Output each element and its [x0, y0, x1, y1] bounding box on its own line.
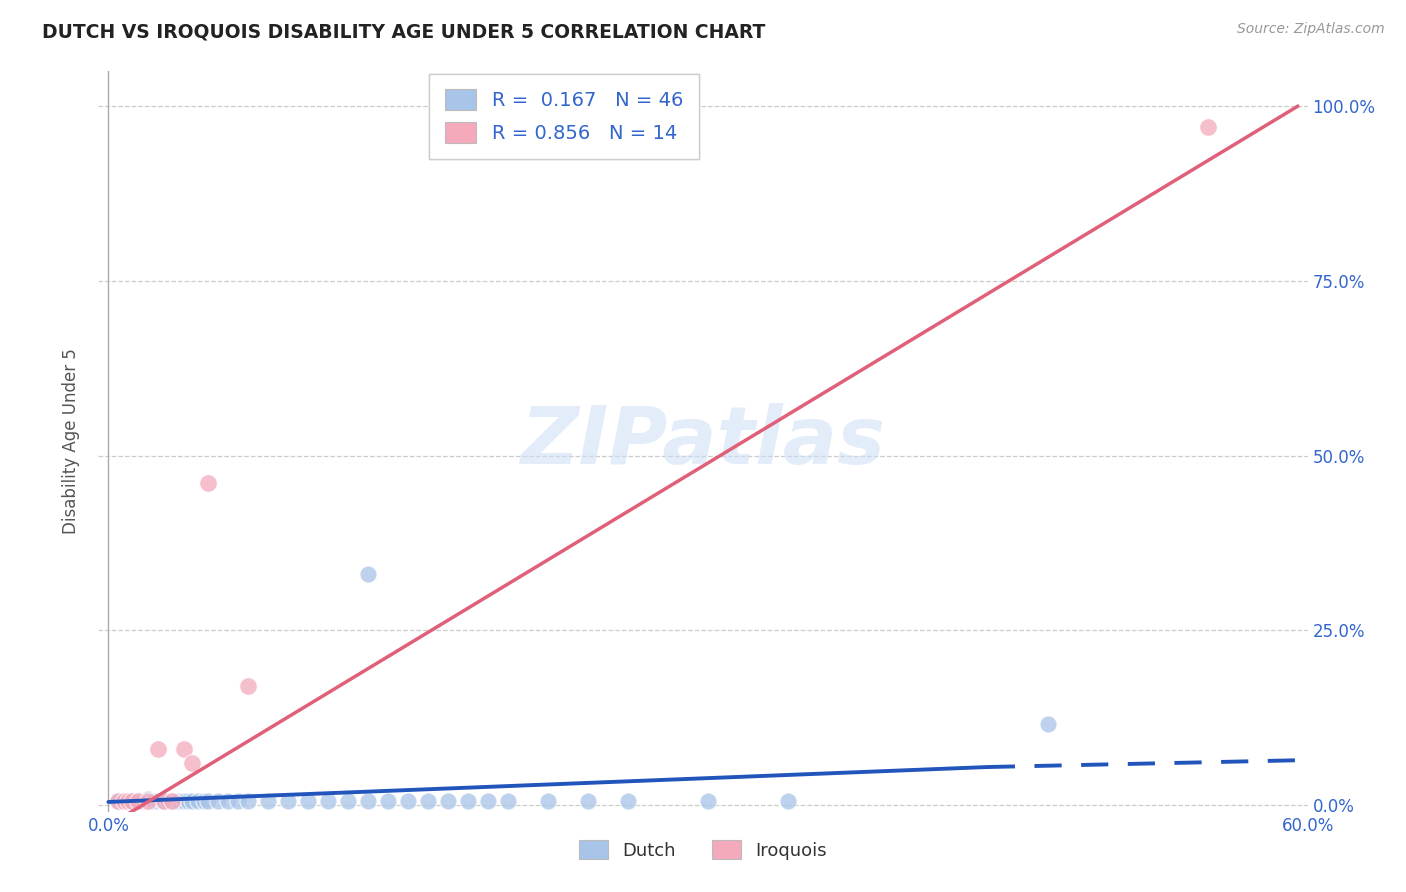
Point	[138, 794, 160, 808]
Point	[357, 794, 380, 808]
Point	[112, 794, 135, 808]
Point	[167, 794, 190, 808]
Point	[776, 794, 799, 808]
Point	[238, 794, 260, 808]
Point	[197, 794, 219, 808]
Y-axis label: Disability Age Under 5: Disability Age Under 5	[62, 349, 80, 534]
Point	[148, 742, 170, 756]
Point	[1197, 120, 1219, 135]
Point	[697, 794, 720, 808]
Point	[277, 794, 299, 808]
Point	[153, 794, 176, 808]
Point	[157, 794, 180, 808]
Point	[477, 794, 499, 808]
Point	[150, 794, 173, 808]
Point	[377, 794, 399, 808]
Point	[238, 679, 260, 693]
Point	[141, 794, 163, 808]
Point	[576, 794, 599, 808]
Point	[357, 567, 380, 582]
Point	[107, 794, 129, 808]
Point	[181, 794, 204, 808]
Point	[173, 794, 195, 808]
Point	[193, 794, 215, 808]
Text: DUTCH VS IROQUOIS DISABILITY AGE UNDER 5 CORRELATION CHART: DUTCH VS IROQUOIS DISABILITY AGE UNDER 5…	[42, 22, 765, 41]
Point	[143, 794, 166, 808]
Point	[257, 794, 280, 808]
Point	[173, 742, 195, 756]
Point	[148, 794, 170, 808]
Point	[617, 794, 640, 808]
Point	[316, 794, 339, 808]
Point	[181, 756, 204, 770]
Point	[297, 794, 319, 808]
Point	[396, 794, 419, 808]
Point	[187, 794, 209, 808]
Point	[162, 794, 184, 808]
Point	[496, 794, 519, 808]
Point	[457, 794, 479, 808]
Point	[138, 794, 160, 808]
Point	[177, 794, 200, 808]
Point	[418, 794, 440, 808]
Point	[112, 794, 135, 808]
Point	[337, 794, 360, 808]
Point	[138, 792, 160, 806]
Legend: Dutch, Iroquois: Dutch, Iroquois	[565, 825, 841, 874]
Legend: R =  0.167   N = 46, R = 0.856   N = 14: R = 0.167 N = 46, R = 0.856 N = 14	[429, 74, 699, 159]
Point	[207, 794, 229, 808]
Point	[127, 794, 149, 808]
Point	[217, 794, 239, 808]
Point	[117, 794, 139, 808]
Point	[107, 794, 129, 808]
Point	[117, 794, 139, 808]
Point	[127, 794, 149, 808]
Point	[121, 794, 143, 808]
Text: Source: ZipAtlas.com: Source: ZipAtlas.com	[1237, 22, 1385, 37]
Point	[153, 794, 176, 808]
Point	[1036, 717, 1059, 731]
Point	[228, 794, 250, 808]
Point	[162, 794, 184, 808]
Point	[437, 794, 460, 808]
Point	[121, 794, 143, 808]
Point	[197, 476, 219, 491]
Point	[134, 794, 156, 808]
Text: ZIPatlas: ZIPatlas	[520, 402, 886, 481]
Point	[537, 794, 560, 808]
